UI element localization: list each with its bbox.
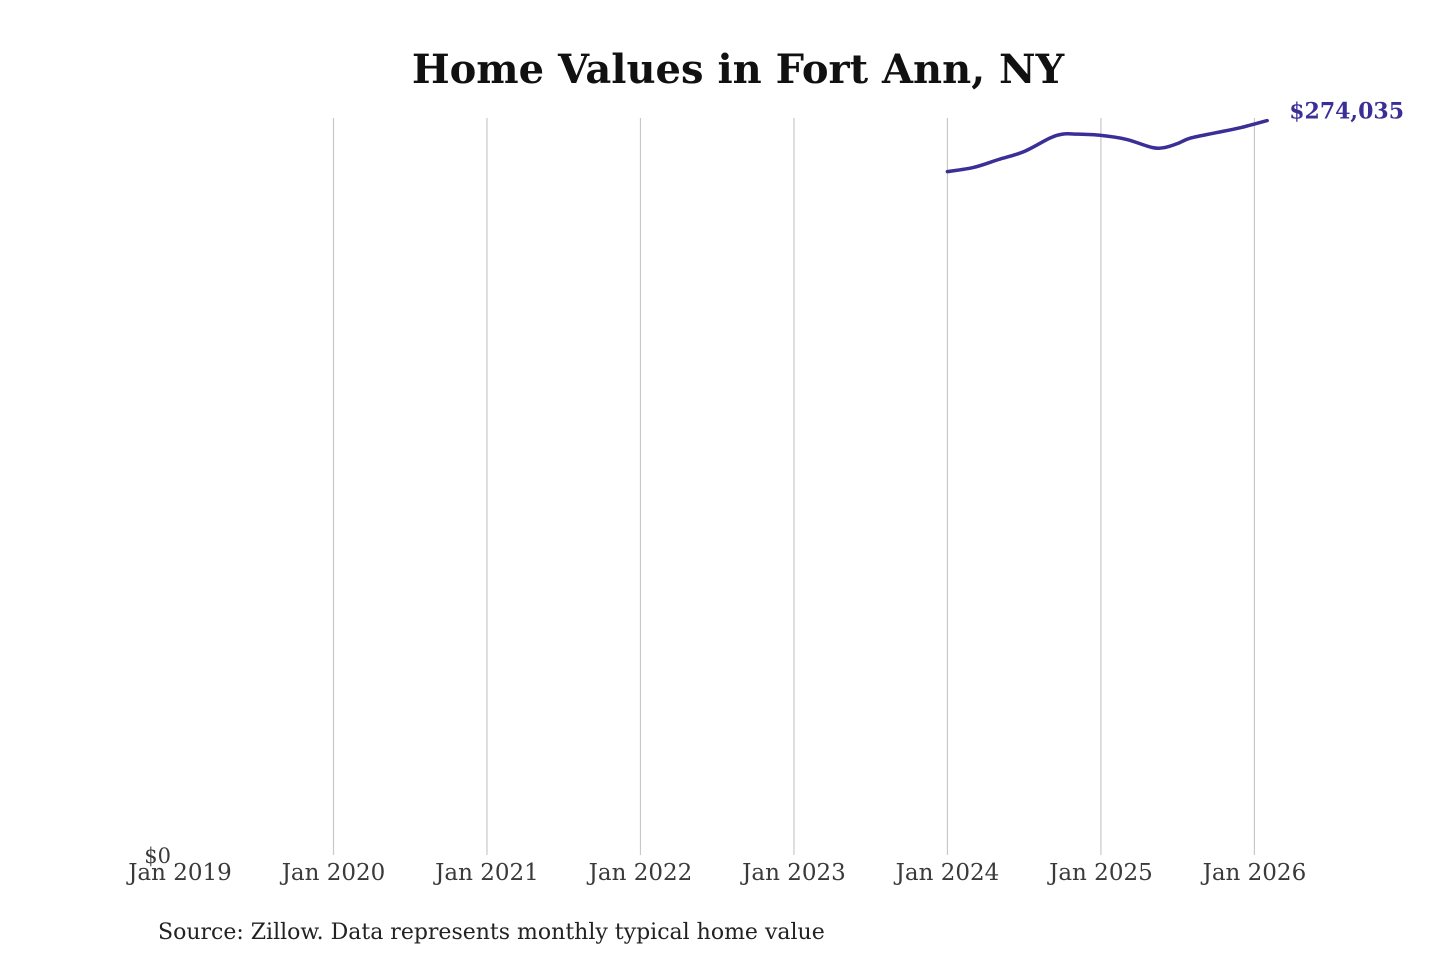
x-tick-label: Jan 2024 — [894, 860, 1000, 886]
series-layer — [945, 118, 1269, 174]
x-tick-label: Jan 2026 — [1201, 860, 1307, 886]
x-tick-label: Jan 2025 — [1047, 860, 1153, 886]
x-tick-label: Jan 2022 — [587, 860, 693, 886]
x-tick-label: Jan 2023 — [740, 860, 846, 886]
y-tick-label: $0 — [144, 844, 171, 868]
series-end-label: $274,035 — [1289, 99, 1404, 125]
x-tick-label: Jan 2021 — [433, 860, 539, 886]
x-tick-label: Jan 2019 — [126, 860, 232, 886]
source-note: Source: Zillow. Data represents monthly … — [158, 920, 825, 945]
series-line-0 — [945, 118, 1269, 174]
chart-title: Home Values in Fort Ann, NY — [412, 46, 1065, 93]
x-tick-label: Jan 2020 — [280, 860, 386, 886]
x-axis: Jan 2019 Jan 2020 Jan 2021 Jan 2022 Jan 2023… — [126, 860, 1306, 886]
labels-layer: $0 $274,035 — [144, 99, 1404, 868]
gridlines — [332, 118, 1256, 855]
